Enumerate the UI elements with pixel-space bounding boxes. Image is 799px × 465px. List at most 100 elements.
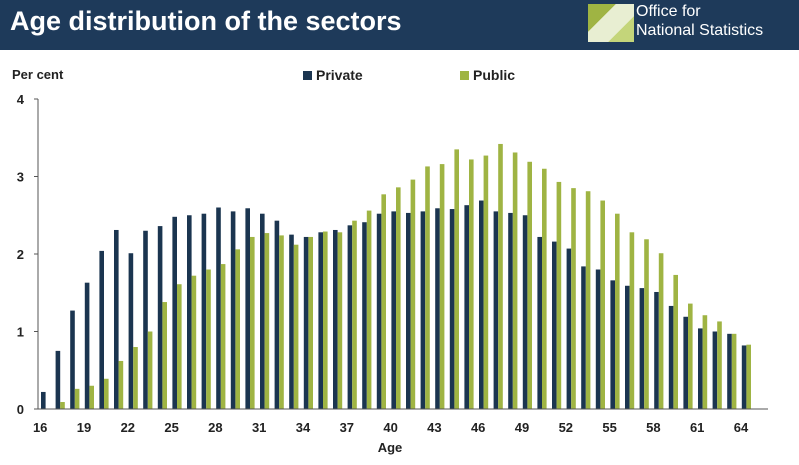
title-banner: Age distribution of the sectors Office f… bbox=[0, 0, 799, 50]
x-tick-label: 40 bbox=[383, 420, 397, 435]
x-tick-label: 19 bbox=[77, 420, 91, 435]
bar-public-age-29 bbox=[235, 249, 240, 409]
bar-private-age-51 bbox=[552, 241, 557, 409]
bar-private-age-19 bbox=[84, 282, 90, 409]
bar-public-age-45 bbox=[469, 159, 474, 409]
bar-public-age-62 bbox=[717, 321, 722, 409]
bar-public-age-32 bbox=[279, 235, 284, 409]
bar-private-age-55 bbox=[610, 280, 615, 409]
bar-private-age-47 bbox=[493, 211, 499, 410]
bar-public-age-56 bbox=[629, 232, 635, 409]
bar-public-age-55 bbox=[615, 213, 620, 409]
bar-public-age-53 bbox=[585, 191, 591, 409]
bar-private-age-62 bbox=[712, 331, 718, 409]
bar-private-age-43 bbox=[435, 208, 440, 409]
bar-private-age-33 bbox=[289, 234, 294, 410]
bar-public-age-24 bbox=[162, 302, 167, 409]
bar-private-age-64 bbox=[741, 345, 747, 409]
legend-label-private: Private bbox=[316, 67, 363, 83]
ons-wordmark: Office for National Statistics bbox=[636, 2, 763, 40]
x-tick-label: 58 bbox=[646, 420, 660, 435]
bar-public-age-39 bbox=[381, 194, 386, 409]
bar-private-age-41 bbox=[406, 212, 411, 409]
x-tick-label: 34 bbox=[296, 420, 311, 435]
bar-private-age-54 bbox=[595, 269, 601, 409]
legend-swatch-private bbox=[303, 71, 312, 80]
bar-public-age-40 bbox=[396, 187, 401, 409]
x-tick-label: 28 bbox=[208, 420, 222, 435]
x-tick-label: 52 bbox=[559, 420, 573, 435]
bar-private-age-18 bbox=[70, 310, 75, 409]
bar-public-age-22 bbox=[133, 347, 138, 409]
bar-private-age-57 bbox=[639, 288, 645, 409]
bar-public-age-46 bbox=[483, 155, 489, 409]
bar-private-age-34 bbox=[303, 236, 309, 409]
bar-public-age-60 bbox=[688, 303, 693, 409]
bar-private-age-21 bbox=[114, 229, 119, 409]
x-axis: 16 19 22 25 28 31 34 37 40 43 46 49 52 55 58 61 64 bbox=[33, 408, 768, 435]
bar-private-age-53 bbox=[581, 266, 586, 409]
bar-public-age-49 bbox=[527, 161, 532, 409]
bar-private-age-29 bbox=[230, 211, 236, 410]
y-axis-label: Per cent bbox=[12, 67, 64, 82]
x-tick-label: 31 bbox=[252, 420, 266, 435]
bar-private-age-52 bbox=[566, 248, 572, 409]
y-tick-label: 2 bbox=[17, 247, 24, 262]
bar-public-age-33 bbox=[293, 244, 299, 409]
bar-public-age-43 bbox=[439, 164, 445, 409]
bar-public-age-17 bbox=[60, 402, 65, 409]
x-tick-label: 37 bbox=[340, 420, 354, 435]
bar-private-age-42 bbox=[420, 211, 426, 410]
x-tick-label: 46 bbox=[471, 420, 485, 435]
y-axis: 0 1 2 3 4 bbox=[17, 92, 39, 417]
bar-public-age-31 bbox=[264, 233, 270, 409]
bar-public-age-36 bbox=[337, 232, 343, 409]
x-tick-label: 64 bbox=[734, 420, 749, 435]
bar-private-age-40 bbox=[391, 211, 396, 410]
x-tick-label: 43 bbox=[427, 420, 441, 435]
bar-public-age-54 bbox=[600, 200, 605, 409]
bar-private-age-23 bbox=[143, 230, 148, 409]
bar-public-age-21 bbox=[118, 360, 124, 409]
x-tick-label: 49 bbox=[515, 420, 529, 435]
x-tick-label: 25 bbox=[164, 420, 178, 435]
bar-private-age-28 bbox=[216, 207, 221, 409]
bar-private-age-61 bbox=[698, 328, 703, 409]
bar-private-age-20 bbox=[99, 250, 104, 409]
y-tick-label: 1 bbox=[17, 325, 24, 340]
bar-private-age-58 bbox=[654, 291, 659, 409]
bar-public-age-28 bbox=[220, 264, 226, 409]
bar-public-age-52 bbox=[571, 188, 576, 410]
bar-private-age-37 bbox=[347, 225, 353, 409]
ons-logo-icon bbox=[588, 4, 634, 42]
x-tick-label: 22 bbox=[121, 420, 135, 435]
ons-wordmark-line2: National Statistics bbox=[636, 22, 764, 39]
bars bbox=[41, 143, 751, 410]
bar-public-age-34 bbox=[308, 236, 313, 409]
bar-public-age-48 bbox=[512, 152, 518, 410]
bar-private-age-46 bbox=[479, 200, 484, 409]
bar-private-age-45 bbox=[464, 205, 469, 409]
bar-public-age-47 bbox=[498, 143, 503, 409]
bar-private-age-39 bbox=[376, 213, 382, 409]
bar-public-age-44 bbox=[454, 149, 459, 410]
bar-public-age-50 bbox=[542, 168, 547, 409]
bar-public-age-30 bbox=[250, 236, 255, 409]
x-tick-label: 16 bbox=[33, 420, 47, 435]
page-title: Age distribution of the sectors bbox=[10, 6, 402, 36]
legend-swatch-public bbox=[460, 71, 469, 80]
bar-public-age-35 bbox=[323, 231, 328, 409]
bar-private-age-17 bbox=[55, 350, 61, 410]
bar-private-age-48 bbox=[508, 212, 513, 409]
bar-private-age-44 bbox=[449, 209, 455, 409]
legend: Private Public bbox=[303, 67, 515, 83]
y-tick-label: 4 bbox=[17, 92, 25, 107]
x-tick-label: 61 bbox=[690, 420, 704, 435]
bar-public-age-27 bbox=[206, 269, 211, 409]
bar-public-age-58 bbox=[658, 253, 664, 409]
x-axis-label: Age bbox=[378, 440, 403, 455]
bar-private-age-16 bbox=[41, 391, 46, 409]
bar-private-age-56 bbox=[625, 285, 630, 409]
bar-public-age-42 bbox=[425, 166, 430, 409]
